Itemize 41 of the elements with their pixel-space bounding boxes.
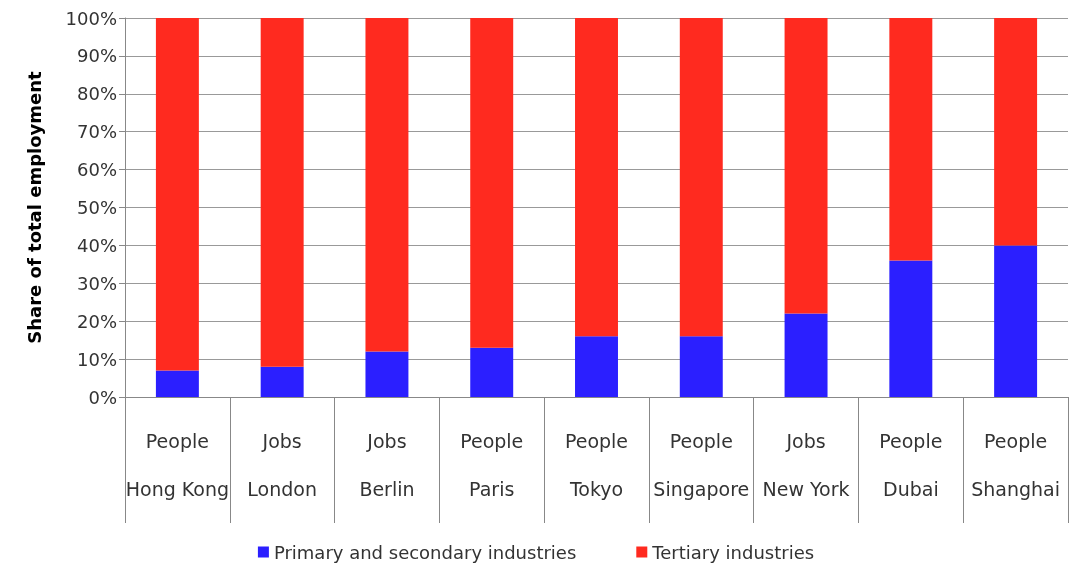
bar	[889, 18, 933, 261]
bar	[155, 18, 199, 371]
y-tick-label: 40%	[76, 234, 117, 256]
y-tick-label: 20%	[76, 310, 117, 332]
category-label: People Tokyo	[564, 430, 629, 500]
y-tick-label: 80%	[76, 83, 117, 105]
bar	[994, 245, 1038, 397]
category-label: People Singapore	[653, 430, 750, 500]
bar	[470, 347, 514, 397]
category-label: Jobs London	[247, 430, 317, 500]
bar	[365, 18, 409, 352]
category-label: Jobs Berlin	[359, 430, 415, 500]
category-label: People Hong Kong	[125, 430, 230, 500]
bar	[679, 18, 723, 337]
y-tick-label: 90%	[76, 45, 117, 67]
bar	[260, 18, 304, 367]
bar	[679, 336, 723, 397]
bar	[889, 260, 933, 397]
y-axis-title: Share of total employment	[23, 70, 45, 344]
y-tick-label: 60%	[76, 159, 117, 181]
bar	[994, 18, 1038, 246]
y-tick-label: 30%	[76, 272, 117, 294]
legend-label: Tertiary industries	[651, 541, 815, 563]
category-label: People Dubai	[879, 430, 943, 500]
bar	[575, 18, 618, 337]
bar	[260, 366, 304, 397]
legend-label: Primary and secondary industries	[273, 541, 577, 563]
bar	[155, 370, 199, 397]
y-tick-label: 70%	[76, 121, 117, 143]
bar	[784, 18, 828, 314]
category-label: People Shanghai	[971, 430, 1061, 500]
bar	[575, 336, 618, 397]
y-tick-label: 100%	[65, 7, 117, 29]
bar	[365, 351, 409, 397]
y-tick-label: 10%	[76, 348, 117, 370]
bar	[470, 18, 514, 348]
category-label: People Paris	[460, 430, 524, 500]
y-tick-label: 0%	[88, 386, 117, 408]
y-tick-label: 50%	[76, 197, 117, 218]
category-label: Jobs New York	[762, 430, 850, 500]
bar	[784, 313, 828, 397]
